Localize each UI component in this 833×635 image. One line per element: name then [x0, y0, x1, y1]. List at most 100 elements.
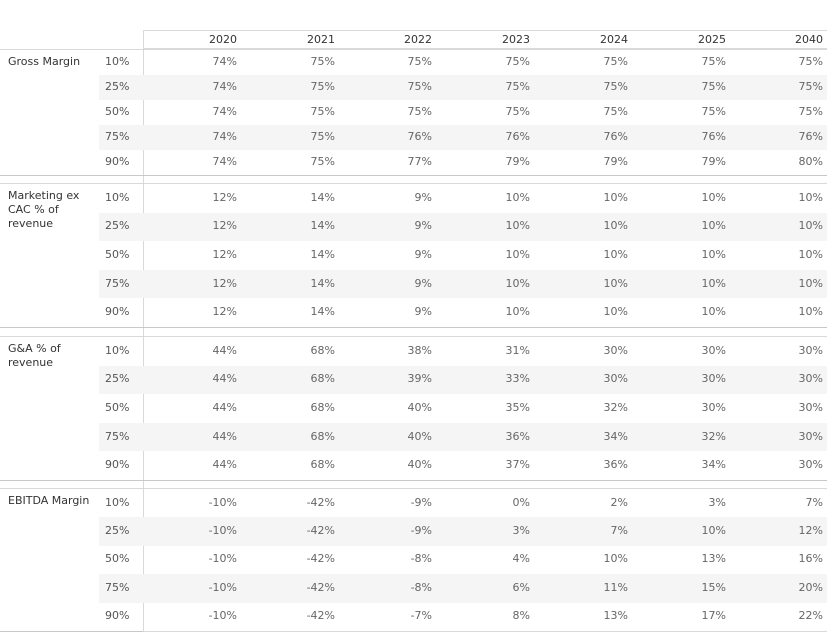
value-cell: 44% — [212, 458, 237, 472]
value-cell: -10% — [208, 495, 237, 509]
value-cell: 7% — [805, 495, 823, 509]
value-cell: 12% — [798, 524, 823, 538]
value-cell: 14% — [310, 247, 335, 261]
value-cell: -10% — [208, 524, 237, 538]
table-row: 25% 74% 75% 75% 75% 75% 75% 75% — [99, 75, 827, 100]
percentile-label: 75% — [105, 276, 130, 290]
value-cell: 13% — [701, 552, 726, 566]
table-row: 25% 44% 68% 39% 33% 30% 30% 30% — [99, 365, 827, 395]
table-row: 75% -10% -42% -8% 6% 11% 15% 20% — [99, 574, 827, 603]
value-cell: 10% — [701, 219, 726, 233]
value-cell: 35% — [505, 400, 530, 414]
value-cell: 10% — [701, 276, 726, 290]
bottom-grid-line — [143, 631, 827, 632]
value-cell: 10% — [603, 276, 628, 290]
table-row: 10% 12% 14% 9% 10% 10% 10% 10% — [99, 184, 827, 213]
value-cell: 10% — [505, 247, 530, 261]
value-cell: 10% — [798, 219, 823, 233]
value-cell: 40% — [407, 429, 432, 443]
value-cell: 75% — [310, 80, 335, 93]
value-cell: 75% — [407, 55, 432, 68]
value-cell: 15% — [701, 580, 726, 594]
value-cell: 76% — [603, 130, 628, 143]
value-cell: 76% — [407, 130, 432, 143]
value-cell: 17% — [701, 609, 726, 623]
year-header-2040: 2040 — [794, 33, 823, 46]
panel-3: EBITDA Margin 10% -10% -42% -9% 0% 2% 3% 7% 25% -1… — [0, 488, 827, 632]
value-cell: 4% — [512, 552, 530, 566]
value-cell: 75% — [798, 80, 823, 93]
value-cell: 14% — [310, 190, 335, 204]
value-cell: 75% — [310, 55, 335, 68]
value-cell: 75% — [701, 80, 726, 93]
value-cell: 68% — [310, 343, 335, 357]
value-cell: 11% — [603, 580, 628, 594]
value-cell: 75% — [603, 105, 628, 118]
value-cell: 38% — [407, 343, 432, 357]
table-row: 10% -10% -42% -9% 0% 2% 3% 7% — [99, 489, 827, 517]
value-cell: 75% — [603, 80, 628, 93]
value-cell: 12% — [212, 219, 237, 233]
value-cell: 22% — [798, 609, 823, 623]
value-cell: 10% — [701, 305, 726, 319]
value-cell: -42% — [306, 524, 335, 538]
value-cell: 10% — [701, 247, 726, 261]
panel-title: Gross Margin — [8, 55, 81, 68]
table-row: 90% -10% -42% -7% 8% 13% 17% 22% — [99, 603, 827, 631]
value-cell: -10% — [208, 609, 237, 623]
value-cell: 0% — [512, 495, 530, 509]
table-row: 90% 12% 14% 9% 10% 10% 10% 10% — [99, 298, 827, 327]
value-cell: 10% — [798, 276, 823, 290]
value-cell: 10% — [505, 305, 530, 319]
value-cell: -9% — [410, 495, 432, 509]
table-row: 50% -10% -42% -8% 4% 10% 13% 16% — [99, 546, 827, 574]
table-row: 75% 74% 75% 76% 76% 76% 76% 76% — [99, 125, 827, 150]
value-cell: 7% — [610, 524, 628, 538]
value-cell: 14% — [310, 219, 335, 233]
value-cell: 75% — [701, 105, 726, 118]
percentile-label: 25% — [105, 219, 130, 233]
value-cell: 9% — [414, 219, 432, 233]
value-cell: 75% — [407, 80, 432, 93]
percentile-label: 90% — [105, 458, 130, 472]
value-cell: 16% — [798, 552, 823, 566]
percentile-label: 50% — [105, 105, 130, 118]
percentile-label: 90% — [105, 305, 130, 319]
value-cell: 68% — [310, 400, 335, 414]
value-cell: 68% — [310, 458, 335, 472]
year-header-2021: 2021 — [306, 33, 335, 46]
value-cell: 10% — [701, 524, 726, 538]
panel-title: G&A % of revenue — [8, 342, 61, 369]
value-cell: 40% — [407, 400, 432, 414]
value-cell: 75% — [310, 105, 335, 118]
value-cell: 12% — [212, 190, 237, 204]
value-cell: 36% — [603, 458, 628, 472]
value-cell: 44% — [212, 343, 237, 357]
value-cell: 79% — [505, 155, 530, 168]
value-cell: 68% — [310, 429, 335, 443]
value-cell: 10% — [505, 219, 530, 233]
percentile-label: 50% — [105, 247, 130, 261]
value-cell: 39% — [407, 372, 432, 386]
value-cell: 36% — [505, 429, 530, 443]
percentile-label: 75% — [105, 130, 130, 143]
table-row: 50% 44% 68% 40% 35% 32% 30% 30% — [99, 394, 827, 423]
value-cell: 44% — [212, 429, 237, 443]
value-cell: -9% — [410, 524, 432, 538]
value-cell: 3% — [708, 495, 726, 509]
table-row: 90% 74% 75% 77% 79% 79% 79% 80% — [99, 150, 827, 175]
value-cell: 74% — [212, 130, 237, 143]
value-cell: 30% — [798, 400, 823, 414]
value-cell: 77% — [407, 155, 432, 168]
panel-1: Marketing ex CAC % of revenue 10% 12% 14% 9%… — [0, 183, 827, 328]
value-cell: 30% — [701, 372, 726, 386]
value-cell: 37% — [505, 458, 530, 472]
value-cell: 14% — [310, 305, 335, 319]
value-cell: -42% — [306, 609, 335, 623]
percentile-label: 90% — [105, 155, 130, 168]
value-cell: 12% — [212, 276, 237, 290]
value-cell: 14% — [310, 276, 335, 290]
value-cell: 75% — [310, 130, 335, 143]
value-cell: 75% — [310, 155, 335, 168]
value-cell: 34% — [603, 429, 628, 443]
